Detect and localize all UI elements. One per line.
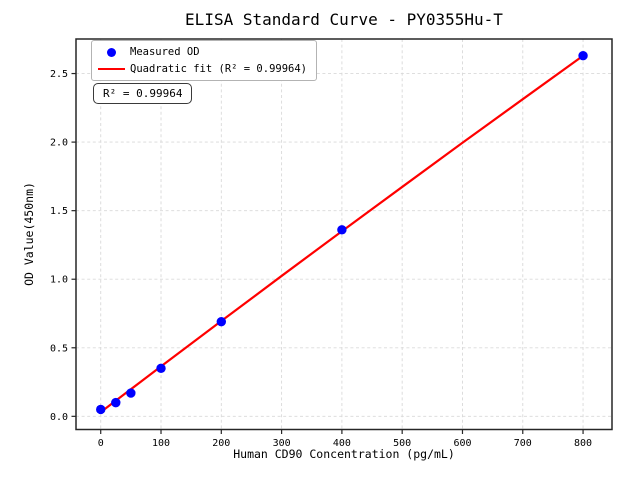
measured-od-point [337,225,347,235]
fit-line-swatch-icon [97,67,125,71]
x-tick-label: 400 [333,438,351,449]
x-tick-label: 700 [514,438,532,449]
legend-marker-cell [92,47,130,57]
legend-entry-measured-od: Measured OD [92,45,307,59]
x-tick-label: 300 [273,438,291,449]
measured-od-point [156,363,166,374]
x-tick-label: 100 [152,438,170,449]
legend-label-quadratic-fit: Quadratic fit (R² = 0.99964) [130,63,308,75]
y-tick-label: 2.5 [50,69,68,80]
legend: Measured OD Quadratic fit (R² = 0.99964) [91,40,318,81]
plot-border [75,38,613,431]
y-axis-label: OD Value(450nm) [22,182,36,286]
y-tick-label: 0.0 [50,412,68,423]
measured-od-point [96,404,106,415]
x-axis-label: Human CD90 Concentration (pg/mL) [233,447,455,461]
x-tick-label: 500 [393,438,411,449]
measured-od-point [578,51,588,61]
measured-od-point [126,388,136,398]
r-squared-annotation: R² = 0.99964 [93,83,193,104]
x-tick-label: 600 [453,438,471,449]
chart-title: ELISA Standard Curve - PY0355Hu-T [185,10,503,29]
y-tick-label: 2.0 [50,138,68,149]
y-tick-label: 1.0 [50,275,68,286]
legend-marker-cell [92,67,130,71]
x-tick-label: 800 [574,438,592,449]
legend-label-measured-od: Measured OD [130,46,200,58]
legend-entry-quadratic-fit: Quadratic fit (R² = 0.99964) [92,62,307,76]
measured-od-point [111,397,121,408]
measured-od-dot-icon [106,47,116,57]
x-tick-label: 200 [212,438,230,449]
y-tick-label: 0.5 [50,343,68,354]
y-tick-label: 1.5 [50,206,68,217]
x-tick-label: 0 [98,438,104,449]
measured-od-point [216,317,227,327]
